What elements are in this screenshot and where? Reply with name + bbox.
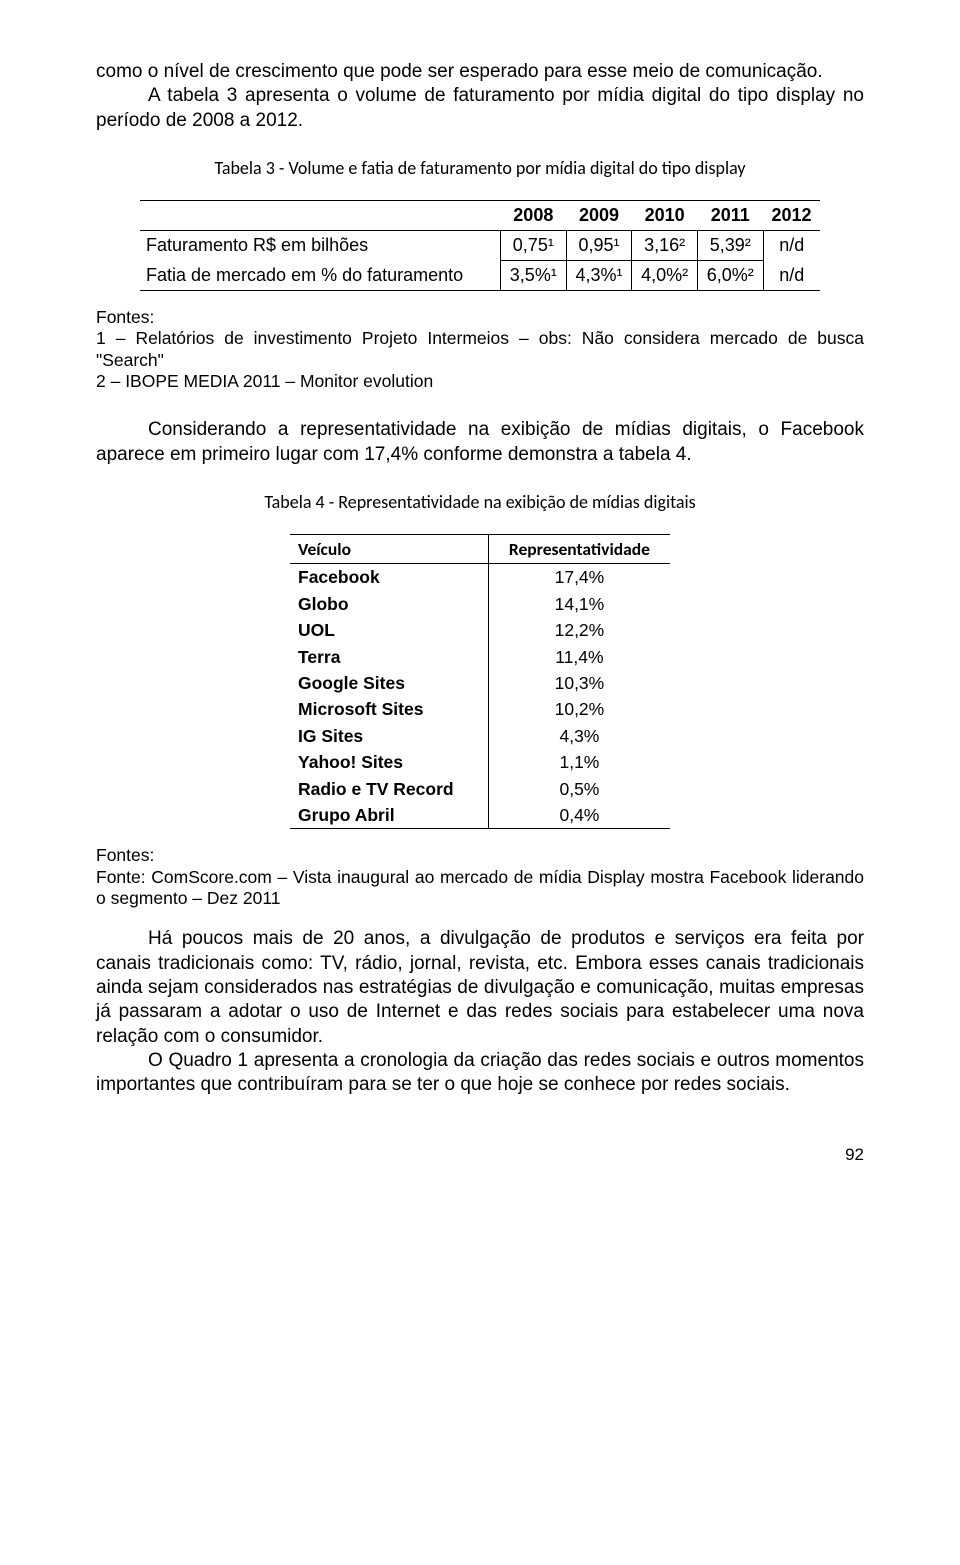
fontes2-title: Fontes: [96,845,864,866]
t4-r5-r: 10,2% [488,696,670,722]
t4-r0-v: Facebook [290,564,488,591]
t4-r6-r: 4,3% [488,723,670,749]
table3-year-2012: 2012 [763,200,820,230]
t4-r2-r: 12,2% [488,617,670,643]
table4-col1-header: Veículo [290,535,488,564]
t4-r8-r: 0,5% [488,776,670,802]
table4-header-row: Veículo Representatividade [290,535,670,564]
table4-row-3: Terra 11,4% [290,644,670,670]
t4-r0-r: 17,4% [488,564,670,591]
fontes2-text: Fonte: ComScore.com – Vista inaugural ao… [96,867,864,910]
fontes1-title: Fontes: [96,307,864,328]
t4-r1-v: Globo [290,591,488,617]
table3-row-1: Fatia de mercado em % do faturamento 3,5… [140,261,820,291]
t4-r9-r: 0,4% [488,802,670,829]
table3-year-2009: 2009 [566,200,632,230]
t4-r1-r: 14,1% [488,591,670,617]
table3-header-row: 2008 2009 2010 2011 2012 [140,200,820,230]
table4-row-4: Google Sites 10,3% [290,670,670,696]
t4-r6-v: IG Sites [290,723,488,749]
table4-caption: Tabela 4 - Representatividade na exibiçã… [96,491,864,514]
table3-r1c1: 4,3%¹ [566,261,632,291]
table3: 2008 2009 2010 2011 2012 Faturamento R$ … [140,200,820,291]
table3-r1c4: n/d [763,261,820,291]
table4-row-8: Radio e TV Record 0,5% [290,776,670,802]
fontes-block-2: Fontes: Fonte: ComScore.com – Vista inau… [96,845,864,909]
table3-row-0: Faturamento R$ em bilhões 0,75¹ 0,95¹ 3,… [140,231,820,261]
table4-row-7: Yahoo! Sites 1,1% [290,749,670,775]
table4-row-0: Facebook 17,4% [290,564,670,591]
t4-r4-v: Google Sites [290,670,488,696]
t4-r9-v: Grupo Abril [290,802,488,829]
fontes-block-1: Fontes: 1 – Relatórios de investimento P… [96,307,864,392]
table4-row-1: Globo 14,1% [290,591,670,617]
page-number: 92 [96,1144,864,1166]
t4-r3-v: Terra [290,644,488,670]
table4-row-6: IG Sites 4,3% [290,723,670,749]
t4-r4-r: 10,3% [488,670,670,696]
intro-paragraph-2: A tabela 3 apresenta o volume de faturam… [96,84,864,133]
table3-r0c4: n/d [763,231,820,261]
table3-r0c3: 5,39² [697,231,763,261]
table3-r1c0: 3,5%¹ [501,261,567,291]
t4-r7-r: 1,1% [488,749,670,775]
t4-r3-r: 11,4% [488,644,670,670]
t4-r7-v: Yahoo! Sites [290,749,488,775]
table4-row-5: Microsoft Sites 10,2% [290,696,670,722]
paragraph-4: Há poucos mais de 20 anos, a divulgação … [96,927,864,1049]
paragraph-3: Considerando a representatividade na exi… [96,418,864,467]
table4-container: Veículo Representatividade Facebook 17,4… [290,534,670,829]
table3-year-2008: 2008 [501,200,567,230]
table4: Veículo Representatividade Facebook 17,4… [290,534,670,829]
table3-caption: Tabela 3 - Volume e fatia de faturamento… [96,157,864,180]
table3-header-blank [140,200,501,230]
table3-container: 2008 2009 2010 2011 2012 Faturamento R$ … [140,200,820,291]
table4-row-2: UOL 12,2% [290,617,670,643]
table4-col2-header: Representatividade [488,535,670,564]
fontes1-line2: 2 – IBOPE MEDIA 2011 – Monitor evolution [96,371,864,392]
table4-row-9: Grupo Abril 0,4% [290,802,670,829]
fontes1-line1: 1 – Relatórios de investimento Projeto I… [96,328,864,371]
table3-year-2011: 2011 [697,200,763,230]
intro-paragraph-1: como o nível de crescimento que pode ser… [96,60,864,84]
table3-r0c0: 0,75¹ [501,231,567,261]
table3-row0-label: Faturamento R$ em bilhões [140,231,501,261]
table3-r1c3: 6,0%² [697,261,763,291]
table3-r0c1: 0,95¹ [566,231,632,261]
t4-r5-v: Microsoft Sites [290,696,488,722]
table3-year-2010: 2010 [632,200,698,230]
t4-r8-v: Radio e TV Record [290,776,488,802]
paragraph-5: O Quadro 1 apresenta a cronologia da cri… [96,1049,864,1098]
table3-r0c2: 3,16² [632,231,698,261]
t4-r2-v: UOL [290,617,488,643]
table3-r1c2: 4,0%² [632,261,698,291]
table3-row1-label: Fatia de mercado em % do faturamento [140,261,501,291]
